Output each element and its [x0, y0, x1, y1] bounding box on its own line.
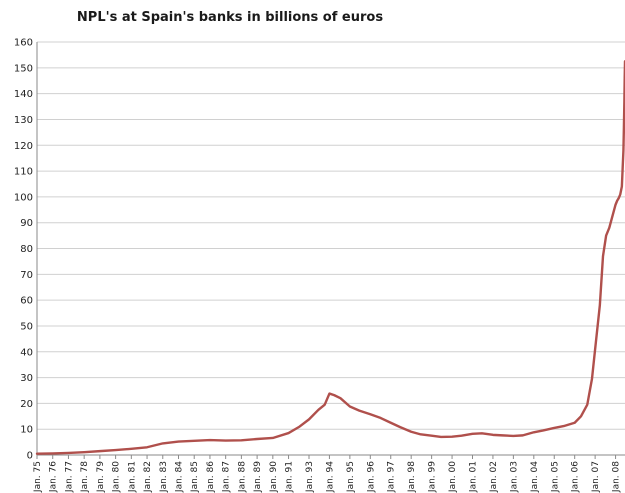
x-tick-label: Jan. 78: [80, 461, 90, 493]
y-tick-label: 110: [14, 167, 33, 178]
x-tick-label: Jan. 97: [387, 461, 397, 493]
y-tick-label: 30: [20, 373, 33, 384]
y-tick-label: 160: [14, 38, 33, 49]
y-tick-label: 130: [14, 115, 33, 126]
x-tick-label: Jan. 88: [237, 461, 247, 493]
x-tick-label: Jan. 90: [269, 461, 279, 493]
series-layer: [35, 60, 625, 455]
y-tick-label: 100: [14, 192, 33, 203]
x-tick-label: Jan. 98: [407, 461, 417, 493]
y-gridlines: [37, 41, 625, 430]
y-tick-label: 40: [20, 347, 33, 358]
x-tick-label: Jan. 05: [550, 461, 560, 493]
x-tick-label: Jan. 79: [96, 461, 106, 493]
x-tick-label: Jan. 08: [612, 461, 622, 493]
x-tick-label: Jan. 85: [190, 461, 200, 493]
x-tick-label: Jan. 77: [64, 461, 74, 493]
x-tick-label: Jan. 02: [489, 461, 499, 493]
x-tick-label: Jan. 89: [253, 461, 263, 493]
x-tick-label: Jan. 81: [127, 461, 137, 493]
x-tick-label: Jan. 84: [174, 461, 184, 493]
y-tick-label: 50: [20, 321, 33, 332]
x-tick-label: Jan. 91: [285, 461, 295, 493]
series-line: [35, 60, 625, 455]
x-tick-label: Jan. 06: [571, 461, 581, 493]
x-tick-label: Jan. 04: [530, 461, 540, 493]
x-tick-label: Jan. 76: [49, 461, 59, 493]
axes: [36, 42, 625, 456]
x-tick-label: Jan. 82: [143, 461, 153, 493]
x-tick-label: Jan. 03: [509, 461, 519, 493]
x-axis-ticks: Jan. 75 Jan. 76 Jan. 77 Jan. 78 Jan. 79 Jan. …: [33, 455, 622, 493]
y-tick-label: 150: [14, 63, 33, 74]
x-tick-label: Jan. 99: [428, 461, 438, 493]
x-tick-label: Jan. 96: [366, 461, 376, 493]
x-tick-label: Jan. 00: [448, 461, 458, 493]
y-tick-label: 60: [20, 296, 33, 307]
chart-title: NPL's at Spain's banks in billions of eu…: [77, 10, 383, 25]
x-tick-label: Jan. 93: [305, 461, 315, 493]
x-tick-label: Jan. 86: [206, 461, 216, 493]
x-tick-label: Jan. 75: [33, 461, 43, 493]
y-tick-label: 10: [20, 425, 33, 436]
y-tick-label: 90: [20, 218, 33, 229]
x-tick-label: Jan. 95: [346, 461, 356, 493]
x-tick-label: Jan. 87: [222, 461, 232, 493]
y-tick-label: 20: [20, 399, 33, 410]
x-tick-label: Jan. 94: [325, 461, 335, 493]
x-tick-label: Jan. 07: [591, 461, 601, 493]
y-tick-label: 120: [14, 141, 33, 152]
y-tick-label: 70: [20, 270, 33, 281]
x-tick-label: Jan. 80: [112, 461, 122, 493]
x-tick-label: Jan. 01: [468, 461, 478, 493]
y-tick-label: 0: [27, 451, 33, 462]
x-tick-label: Jan. 83: [159, 461, 169, 493]
y-axis-ticks: 0 10 20 30 40 50 60 70 80 90 100 110 120 130 140 150 160: [14, 38, 33, 462]
y-tick-label: 80: [20, 244, 33, 255]
y-tick-label: 140: [14, 89, 33, 100]
